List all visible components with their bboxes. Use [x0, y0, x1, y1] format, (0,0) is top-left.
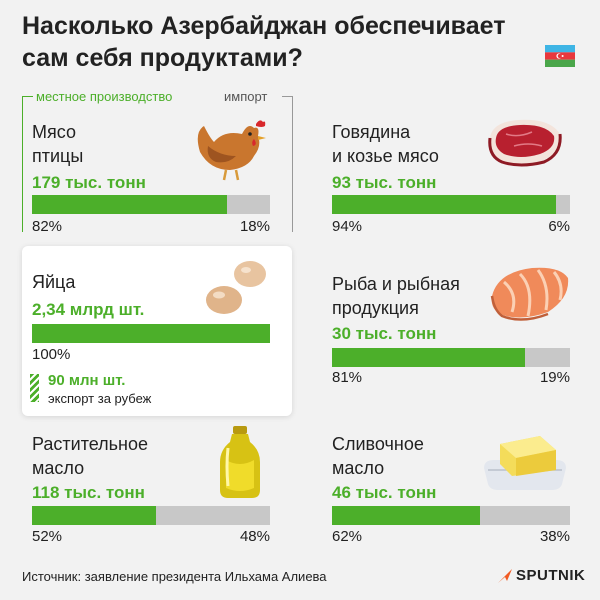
- product-name: Растительное масло: [32, 432, 182, 480]
- import-bar: [332, 195, 570, 214]
- legend-production: местное производство: [36, 89, 173, 104]
- import-percent: 18%: [239, 218, 270, 235]
- product-amount: 179 тыс. тонн: [32, 173, 146, 192]
- product-name: Рыба и рыбная продукция: [332, 272, 482, 320]
- product-name: Сливочное масло: [332, 432, 482, 480]
- sputnik-logo: SPUTNIK: [496, 565, 585, 587]
- import-bar: [332, 348, 570, 367]
- legend-import: импорт: [224, 89, 268, 104]
- product-name-line: Говядина: [332, 122, 411, 142]
- production-percent: 94%: [332, 218, 363, 235]
- import-bar: [32, 324, 270, 343]
- production-percent: 81%: [332, 369, 363, 386]
- import-bar: [332, 506, 570, 525]
- product-name: Яйца: [32, 270, 182, 294]
- product-amount: 118 тыс. тонн: [32, 483, 145, 502]
- page-title: Насколько Азербайджан обеспечивает сам с…: [22, 12, 506, 72]
- brand-name: SPUTNIK: [516, 567, 586, 584]
- butter-icon: [484, 436, 566, 490]
- product-name-line: птицы: [32, 146, 84, 166]
- production-bar: [332, 506, 480, 525]
- import-percent: 6%: [548, 218, 570, 235]
- product-name: Мясо птицы: [32, 120, 182, 168]
- product-name-line: Мясо: [32, 122, 76, 142]
- product-name-line: Яйца: [32, 272, 76, 292]
- product-amount: 46 тыс. тонн: [332, 483, 437, 502]
- production-bar: [32, 506, 156, 525]
- import-percent: 38%: [539, 528, 570, 545]
- product-name-line: масло: [32, 458, 85, 478]
- sputnik-arrow-icon: [498, 569, 512, 583]
- product-name-line: Растительное: [32, 434, 149, 454]
- production-percent: 52%: [32, 528, 63, 545]
- product-name-line: и козье мясо: [332, 146, 439, 166]
- export-amount: 90 млн шт.: [48, 372, 126, 389]
- production-percent: 62%: [332, 528, 363, 545]
- product-amount: 93 тыс. тонн: [332, 173, 437, 192]
- legend-production-bracket: [22, 96, 33, 232]
- source-note: Источник: заявление президента Ильхама А…: [22, 569, 327, 584]
- production-bar: [332, 195, 556, 214]
- product-name-line: масло: [332, 458, 385, 478]
- import-bar: [32, 506, 270, 525]
- beef-icon: [488, 119, 562, 167]
- product-name-line: продукция: [332, 298, 419, 318]
- export-marker: [30, 374, 39, 402]
- salmon-icon: [490, 267, 569, 321]
- legend-import-bracket: [282, 96, 293, 232]
- production-percent: 100%: [32, 346, 71, 363]
- product-amount: 2,34 млрд шт.: [32, 300, 145, 319]
- azerbaijan-flag-icon: [545, 45, 575, 67]
- chicken-icon: [197, 120, 266, 181]
- product-name: Говядина и козье мясо: [332, 120, 482, 168]
- oil-bottle-icon: [220, 426, 260, 498]
- production-bar: [332, 348, 525, 367]
- product-name-line: Сливочное: [332, 434, 424, 454]
- import-percent: 48%: [239, 528, 270, 545]
- production-bar: [32, 324, 270, 343]
- product-amount: 30 тыс. тонн: [332, 324, 437, 343]
- production-percent: 82%: [32, 218, 63, 235]
- product-name-line: Рыба и рыбная: [332, 274, 460, 294]
- import-percent: 19%: [539, 369, 570, 386]
- import-bar: [32, 195, 270, 214]
- eggs-icon: [206, 261, 266, 314]
- export-label: экспорт за рубеж: [48, 391, 152, 406]
- production-bar: [32, 195, 228, 214]
